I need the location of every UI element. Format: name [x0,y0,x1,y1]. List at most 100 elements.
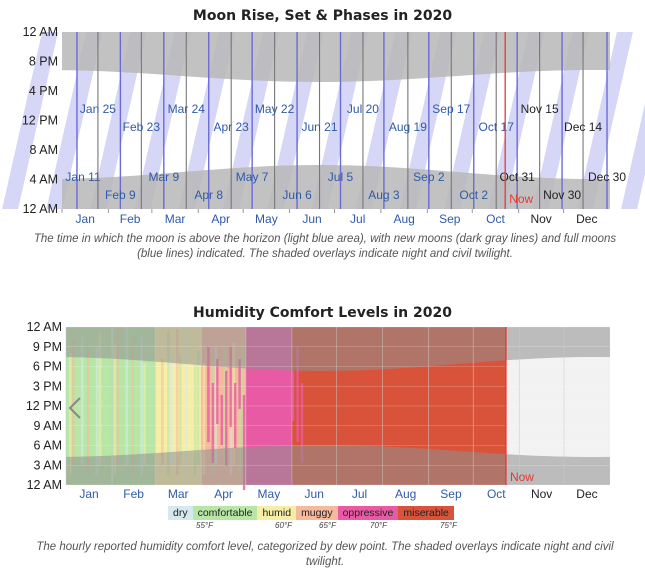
humidity-chart-title: Humidity Comfort Levels in 2020 [193,305,452,321]
humidity-variation-cell [193,365,197,475]
moon-x-tick: Sep [439,212,461,226]
full-moon-label: Nov 30 [543,188,581,202]
humidity-variation-cell [274,347,277,397]
moon-x-tick: Oct [486,212,505,226]
moon-y-tick: 8 PM [29,55,58,69]
full-moon-label: Feb 9 [105,188,136,202]
moon-y-tick: 12 PM [22,114,58,128]
new-moon-label: Jul 20 [347,102,379,116]
humidity-variation-cell [89,335,93,465]
humidity-variation-cell [125,327,129,465]
humidity-variation-cell [216,359,219,424]
humidity-variation-cell [300,383,304,463]
humidity-variation-cell [158,333,161,475]
moon-x-tick: Mar [165,212,186,226]
humidity-variation-cell [278,383,281,478]
moon-up-band [2,32,59,209]
humidity-variation-cell [175,329,179,475]
moon-x-tick: Aug [393,212,414,226]
moon-x-tick: Nov [530,212,551,226]
moon-up-band [621,103,645,209]
humidity-variation-cell [104,345,108,475]
humidity-y-tick: 6 AM [34,439,63,453]
humidity-variation-cell [95,347,99,475]
humidity-variation-cell [265,395,268,475]
humidity-variation-cell [68,353,72,475]
humidity-variation-cell [223,345,227,465]
threshold-55: 55°F [196,521,213,530]
moon-up-band [576,32,633,209]
humidity-variation-cell [256,383,259,433]
humidity-x-tick: Feb [123,487,144,501]
moon-y-tick: 4 PM [29,84,58,98]
humidity-x-tick: May [258,487,281,501]
humidity-variation-cell [238,355,242,475]
moon-up-band [488,32,545,209]
humidity-variation-cell [205,349,209,465]
moon-up-band [46,32,103,209]
humidity-x-tick: Sep [440,487,462,501]
humidity-y-tick: 3 AM [34,458,63,472]
moon-x-tick: Dec [576,212,597,226]
moon-chart-caption: The time in which the moon is above the … [33,233,617,260]
humidity-variation-cell [225,371,228,466]
moon-x-tick: Apr [211,212,230,226]
humidity-x-tick: Dec [576,487,597,501]
humidity-variation-cell [202,363,206,475]
moon-x-tick: Jul [350,212,365,226]
humidity-variation-cell [196,351,200,465]
humidity-x-tick: Mar [168,487,189,501]
new-moon-label: Mar 24 [168,102,206,116]
humidity-variation-cell [149,335,152,475]
humidity-variation-cell [77,351,81,475]
humidity-variation-cell [241,341,244,465]
humidity-variation-cell [98,333,102,465]
moon-chart-title: Moon Rise, Set & Phases in 2020 [192,8,453,24]
humidity-variation-cell [80,337,84,465]
moon-y-tick: 4 AM [30,173,59,187]
full-moon-label: Sep 2 [413,170,445,184]
humidity-y-tick: 12 PM [26,399,62,413]
legend-oppressive: oppressive [337,506,399,520]
humidity-y-tick: 9 AM [34,419,63,433]
humidity-y-tick: 3 PM [33,379,62,393]
humidity-x-tick: Oct [487,487,506,501]
humidity-variation-cell [296,347,299,442]
humidity-y-tick: 6 PM [33,360,62,374]
humidity-x-tick: Aug [395,487,416,501]
full-moon-label: Jul 5 [328,170,354,184]
legend-dry: dry [168,506,193,520]
humidity-variation-cell [291,371,295,421]
legend-comfortable: comfortable [192,506,258,520]
humidity-y-tick: 12 AM [27,320,62,334]
humidity-x-tick: Jan [79,487,98,501]
new-moon-label: Feb 23 [123,120,161,134]
humidity-now-label: Now [510,470,534,484]
moon-y-tick: 8 AM [30,143,59,157]
chevron-left-icon [68,397,81,419]
humidity-variation-cell [170,357,173,465]
humidity-variation-cell [107,331,111,465]
full-moon-label: Aug 3 [368,188,400,202]
humidity-variation-cell [86,349,90,475]
moon-up-band [532,32,589,209]
full-moon-label: Jun 6 [282,188,312,202]
humidity-variation-cell [161,359,164,465]
moon-x-tick: May [255,212,278,226]
humidity-variation-cell [238,359,241,409]
humidity-variation-cell [140,337,143,475]
humidity-variation-cell [287,395,290,460]
new-moon-label: Apr 23 [214,120,250,134]
humidity-y-tick: 9 PM [33,340,62,354]
humidity-variation-cell [220,395,223,445]
new-moon-label: Nov 15 [521,102,559,116]
humidity-x-tick: Jul [352,487,367,501]
humidity-variation-cell [214,347,218,465]
moon-y-tick: 12 AM [23,25,58,39]
humidity-evening-night-overlay [66,327,610,371]
humidity-variation-cell [184,327,188,475]
legend-miserable: miserable [398,506,454,520]
humidity-variation-cell [260,359,264,454]
moon-y-tick: 12 AM [23,202,58,216]
humidity-y-tick: 12 AM [27,478,62,492]
